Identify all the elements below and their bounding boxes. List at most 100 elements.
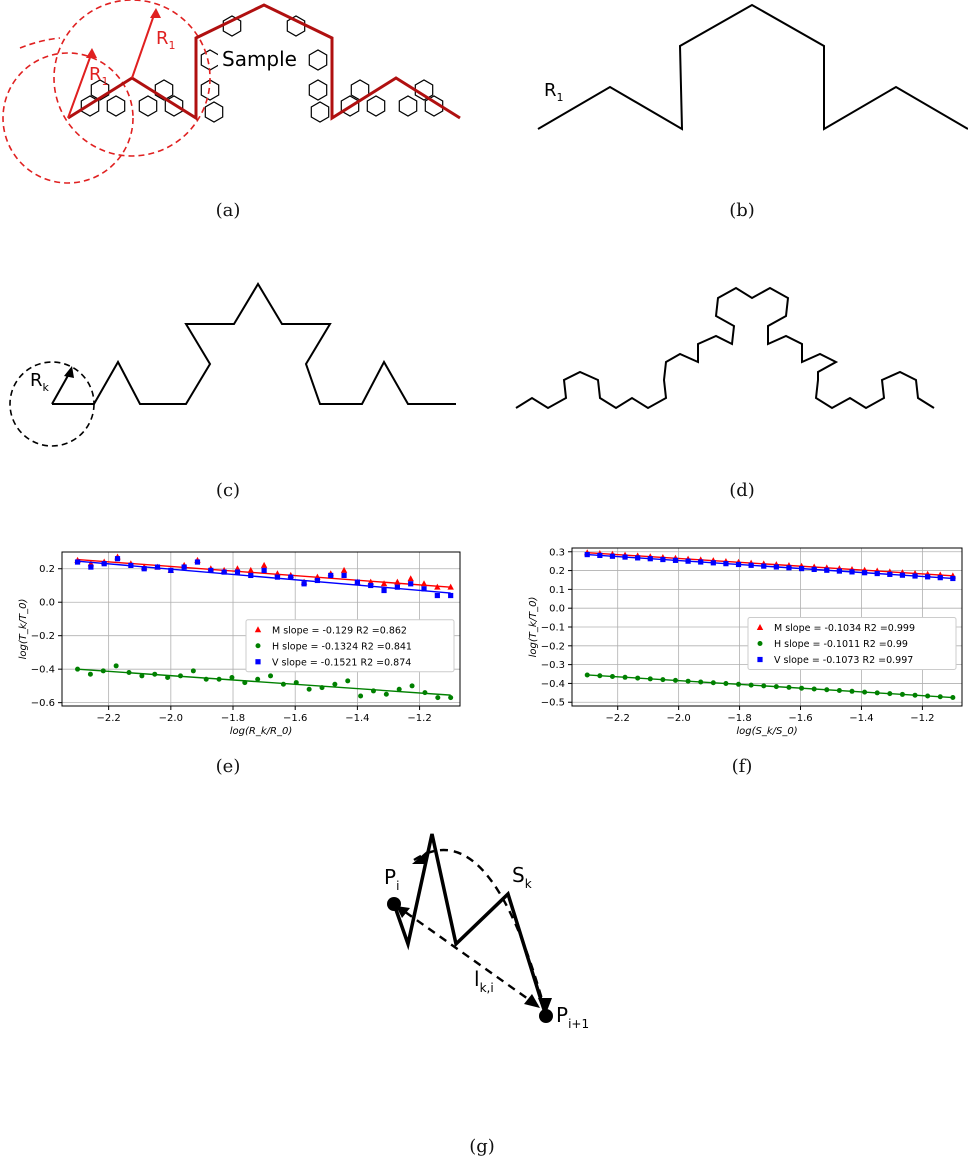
texture-hexagon: [106, 95, 126, 117]
legend-marker-h: [757, 641, 763, 647]
label-pi1: Pi+1: [556, 1003, 589, 1031]
koch-level-2: [52, 282, 456, 405]
data-point-v: [74, 559, 81, 565]
label-pi: Pi: [384, 865, 399, 893]
y-axis-label: log(T_k/T_0): [18, 599, 29, 660]
data-point-v: [660, 556, 666, 563]
fit-line: [77, 558, 451, 588]
y-tick-label: 0.2: [39, 564, 55, 575]
data-point-h: [75, 666, 81, 672]
data-point-h: [126, 670, 132, 676]
data-point-v: [154, 564, 161, 570]
data-point-h: [862, 689, 868, 695]
x-axis-label: log(R_k/R_0): [230, 726, 292, 737]
label-lki: lk,i: [474, 967, 494, 995]
data-point-h: [824, 687, 830, 693]
data-point-h: [698, 679, 704, 685]
legend-entry: M slope = -0.1034 R2 =0.999: [774, 623, 915, 634]
data-point-h: [358, 693, 364, 699]
caption-c: (c): [215, 480, 241, 501]
legend-entry: H slope = -0.1324 R2 =0.841: [272, 641, 412, 652]
x-tick-label: −2.2: [606, 713, 630, 724]
legend-box: [747, 617, 957, 671]
data-point-v: [685, 558, 691, 564]
data-point-m: [260, 561, 268, 568]
data-point-h: [113, 663, 119, 669]
x-tick-label: −1.4: [345, 713, 369, 724]
data-point-v: [773, 564, 779, 570]
data-point-h: [748, 682, 754, 688]
y-tick-label: −0.3: [541, 660, 565, 671]
chord-lki: [393, 903, 539, 1007]
circle-r1-large: [53, 0, 211, 157]
plot-frame: [61, 551, 461, 707]
data-point-v: [597, 552, 603, 559]
data-point-v: [248, 572, 254, 579]
data-point-v: [786, 565, 792, 571]
data-point-v: [887, 571, 893, 577]
data-point-v: [723, 561, 729, 567]
chart-e: −2.2 −2.0 −1.8 −1.6 −1.4 −1.2 0.2 0.0 −0.2 −0.4 −0…: [18, 551, 461, 737]
data-point-h: [937, 694, 943, 700]
data-point-h: [229, 675, 235, 681]
data-point-v: [288, 574, 294, 580]
legend-entry: H slope = -0.1011 R2 =0.99: [774, 639, 908, 650]
x-tick-label: −1.4: [849, 713, 873, 724]
data-point-m: [447, 583, 454, 590]
data-point-h: [925, 693, 931, 699]
y-tick-label: −0.4: [31, 665, 55, 676]
data-point-m: [247, 566, 254, 573]
data-point-v: [925, 574, 931, 580]
fit-line: [587, 553, 953, 580]
data-point-v: [912, 573, 918, 579]
data-point-m: [340, 566, 348, 573]
data-point-v: [622, 554, 628, 560]
data-point-v: [394, 584, 400, 590]
data-point-h: [293, 680, 299, 686]
texture-hexagon: [308, 49, 328, 71]
y-tick-label: 0.1: [549, 585, 565, 596]
data-point-m: [420, 580, 428, 587]
data-point-h: [100, 668, 106, 674]
data-point-v: [584, 551, 590, 558]
data-point-v: [221, 569, 227, 575]
label-sk: Sk: [512, 863, 532, 891]
data-point-v: [114, 556, 121, 562]
data-point-v: [609, 553, 616, 559]
label-r1: R1: [544, 80, 564, 104]
data-point-v: [194, 559, 201, 565]
texture-hexagon: [138, 95, 158, 117]
data-point-h: [622, 674, 628, 680]
caption-f: (f): [731, 756, 753, 777]
data-point-h: [242, 680, 248, 686]
data-point-h: [383, 691, 389, 697]
data-point-v: [635, 555, 641, 561]
y-tick-label: 0.3: [549, 547, 565, 558]
data-point-v: [937, 575, 943, 581]
data-point-h: [165, 675, 171, 681]
texture-hexagon: [204, 101, 224, 123]
caption-d: (d): [729, 480, 755, 501]
x-axis-label: log(S_k/S_0): [736, 726, 797, 737]
point-pi1: [539, 1009, 553, 1023]
y-axis-label: log(T_k/T_0): [528, 597, 539, 658]
data-point-h: [396, 686, 402, 692]
data-point-v: [354, 579, 360, 585]
data-point-v: [798, 565, 805, 572]
caption-g: (g): [469, 1136, 495, 1157]
arrow-rk: [51, 371, 71, 405]
caption-a: (a): [215, 200, 241, 221]
data-point-v: [141, 566, 147, 572]
data-point-h: [597, 673, 603, 679]
data-point-v: [899, 572, 906, 578]
data-point-h: [255, 676, 261, 682]
y-tick-label: 0.0: [39, 598, 55, 609]
data-point-v: [101, 561, 107, 567]
caption-b: (b): [729, 200, 755, 221]
texture-hexagon: [90, 79, 110, 101]
legend-marker-v: [255, 659, 261, 665]
data-point-m: [434, 583, 441, 590]
texture-hexagon: [308, 79, 328, 101]
legend-entry: V slope = -0.1073 R2 =0.997: [774, 655, 913, 666]
data-point-h: [345, 678, 351, 684]
